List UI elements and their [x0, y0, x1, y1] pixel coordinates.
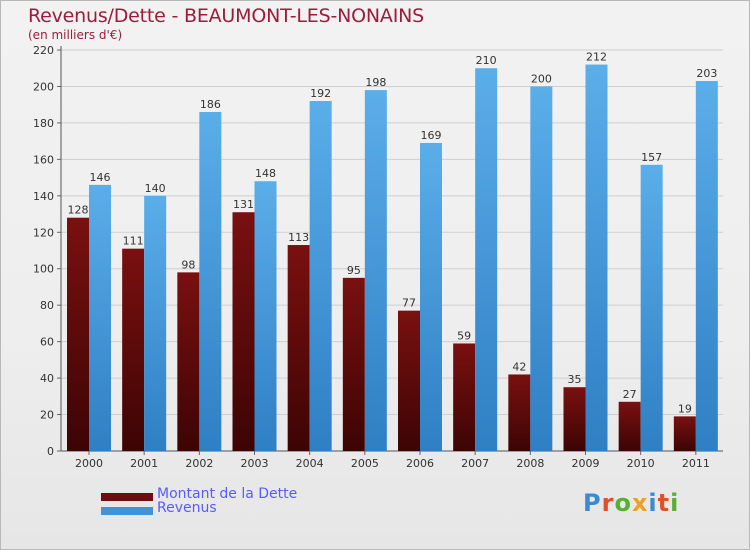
y-tick-label: 60: [40, 336, 54, 349]
bar-revenus: [695, 80, 718, 452]
y-tick-label: 220: [33, 44, 54, 57]
logo-letter: i: [670, 489, 680, 517]
data-label-dette: 95: [347, 264, 361, 277]
bar-dette: [122, 248, 145, 451]
bar-dette: [563, 387, 586, 451]
data-label-dette: 59: [457, 329, 471, 342]
x-tick-label: 2000: [75, 457, 103, 470]
logo-letter: P: [583, 489, 602, 517]
bar-revenus: [199, 111, 222, 452]
bar-dette: [67, 217, 89, 451]
y-tick-label: 140: [33, 190, 54, 203]
y-tick-label: 0: [47, 445, 54, 458]
bar-dette: [673, 416, 696, 451]
data-label-revenus: 169: [421, 129, 442, 142]
bar-dette: [232, 212, 255, 451]
data-label-revenus: 140: [145, 182, 166, 195]
bar-revenus: [585, 64, 608, 451]
x-tick-label: 2003: [241, 457, 269, 470]
data-label-revenus: 210: [476, 54, 497, 67]
bar-dette: [618, 401, 641, 451]
proxiti-logo: Proxiti: [583, 489, 679, 517]
logo-letter: r: [601, 489, 615, 517]
logo-letter: x: [631, 489, 649, 517]
y-tick-label: 100: [33, 263, 54, 276]
data-label-revenus: 146: [90, 171, 111, 184]
bar-dette: [177, 272, 200, 451]
data-label-revenus: 200: [531, 72, 552, 85]
bar-revenus: [475, 68, 498, 452]
y-tick-label: 180: [33, 117, 54, 130]
y-tick-label: 120: [33, 226, 54, 239]
bar-revenus: [364, 90, 387, 451]
data-label-dette: 27: [623, 388, 637, 401]
y-tick-label: 200: [33, 80, 54, 93]
data-label-dette: 42: [512, 360, 526, 373]
data-label-revenus: 186: [200, 98, 221, 111]
x-tick-label: 2004: [296, 457, 324, 470]
data-label-dette: 131: [233, 198, 254, 211]
bar-dette: [287, 245, 310, 451]
x-tick-label: 2002: [185, 457, 213, 470]
y-tick-label: 20: [40, 409, 54, 422]
bar-revenus: [640, 164, 663, 451]
bar-revenus: [309, 101, 332, 451]
logo-letter: t: [657, 489, 671, 517]
bar-dette: [453, 343, 476, 451]
data-label-revenus: 203: [696, 67, 717, 80]
bar-dette: [342, 277, 365, 451]
x-tick-label: 2005: [351, 457, 379, 470]
y-tick-label: 160: [33, 153, 54, 166]
bar-revenus: [144, 195, 167, 451]
legend-label-dette: Montant de la Dette: [157, 486, 298, 502]
x-tick-label: 2006: [406, 457, 434, 470]
data-label-revenus: 198: [365, 76, 386, 89]
data-label-dette: 35: [568, 373, 582, 386]
x-tick-label: 2008: [516, 457, 544, 470]
x-tick-label: 2001: [130, 457, 158, 470]
data-label-dette: 111: [123, 235, 144, 248]
x-tick-label: 2011: [682, 457, 710, 470]
chart-subtitle: (en milliers d'€): [28, 28, 123, 42]
data-label-dette: 77: [402, 297, 416, 310]
bar-revenus: [530, 86, 553, 452]
data-label-revenus: 148: [255, 167, 276, 180]
data-label-dette: 98: [181, 258, 195, 271]
logo-letter: i: [648, 489, 658, 517]
data-label-dette: 128: [68, 204, 89, 217]
data-label-dette: 113: [288, 231, 309, 244]
x-tick-label: 2010: [627, 457, 655, 470]
bar-dette: [398, 310, 420, 451]
legend-swatch-revenus: [101, 507, 153, 515]
bar-revenus: [420, 142, 442, 451]
bar-revenus: [89, 184, 111, 451]
y-tick-label: 80: [40, 299, 54, 312]
data-label-dette: 19: [678, 402, 692, 415]
logo-letter: o: [614, 489, 632, 517]
bar-dette: [508, 374, 531, 451]
x-tick-label: 2007: [461, 457, 489, 470]
y-tick-label: 40: [40, 372, 54, 385]
legend-label-revenus: Revenus: [157, 500, 217, 516]
legend-swatch-dette: [101, 493, 153, 501]
data-label-revenus: 212: [586, 51, 607, 64]
x-tick-label: 2009: [572, 457, 600, 470]
data-label-revenus: 192: [310, 87, 331, 100]
chart-title: Revenus/Dette - BEAUMONT-LES-NONAINS: [28, 5, 424, 27]
bar-revenus: [254, 181, 277, 451]
data-label-revenus: 157: [641, 151, 662, 164]
